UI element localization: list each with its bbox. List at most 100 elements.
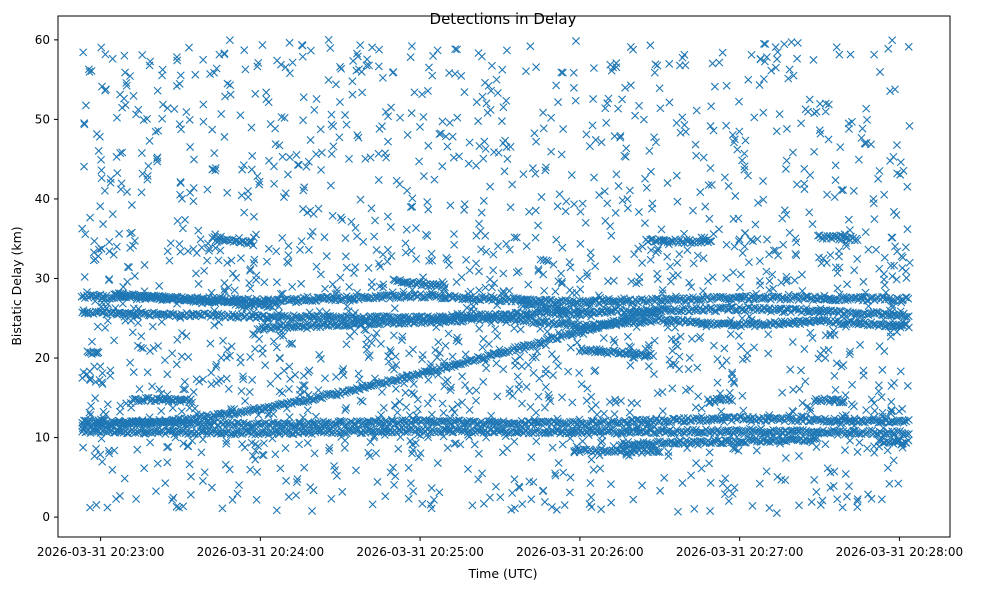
data-point: [888, 417, 897, 426]
data-point: [904, 294, 913, 303]
data-point: [468, 428, 477, 437]
data-point: [770, 414, 779, 423]
data-point: [154, 310, 163, 319]
data-point: [484, 417, 493, 426]
data-point: [156, 427, 165, 436]
data-point: [667, 429, 676, 438]
data-points-layer: [77, 35, 914, 518]
data-point: [258, 311, 267, 320]
data-point: [724, 426, 733, 435]
data-point: [697, 306, 706, 315]
data-point: [359, 293, 368, 302]
data-point: [452, 416, 461, 425]
data-point: [224, 418, 233, 427]
data-point: [690, 306, 699, 315]
data-point: [269, 312, 278, 321]
data-point: [427, 417, 436, 426]
data-point: [618, 298, 627, 307]
data-point: [161, 417, 170, 426]
data-point: [323, 312, 332, 321]
data-point: [494, 296, 503, 305]
data-point: [419, 293, 428, 302]
chart-title: Detections in Delay: [430, 10, 577, 28]
data-point: [606, 307, 615, 316]
data-point: [557, 333, 566, 342]
data-point: [462, 357, 471, 366]
data-point: [191, 429, 200, 438]
data-point: [422, 367, 431, 376]
data-point: [899, 418, 908, 427]
data-point: [547, 333, 556, 342]
data-point: [267, 312, 276, 321]
data-point: [735, 412, 744, 421]
data-point: [289, 397, 298, 406]
data-point: [284, 419, 293, 428]
data-point: [366, 381, 375, 390]
data-point: [99, 416, 108, 425]
data-point: [351, 426, 360, 435]
data-point: [346, 417, 355, 426]
data-point: [545, 295, 554, 304]
data-point: [642, 298, 651, 307]
data-point: [479, 420, 488, 429]
data-point: [724, 295, 733, 304]
data-point: [314, 293, 323, 302]
data-point: [649, 429, 658, 438]
data-point: [266, 312, 275, 321]
data-point: [434, 291, 443, 300]
data-point: [738, 305, 747, 314]
data-point: [624, 296, 633, 305]
data-point: [429, 418, 438, 427]
data-point: [904, 415, 913, 424]
data-point: [198, 427, 207, 436]
data-point: [459, 425, 468, 434]
data-point: [695, 417, 704, 426]
data-point: [759, 294, 768, 303]
data-point: [233, 418, 242, 427]
data-point: [843, 295, 852, 304]
data-point: [159, 419, 168, 428]
data-point: [304, 429, 313, 438]
data-point: [314, 426, 323, 435]
data-point: [537, 297, 546, 306]
data-point: [412, 370, 421, 379]
data-point: [686, 416, 695, 425]
data-point: [745, 303, 754, 312]
data-point: [417, 293, 426, 302]
data-point: [789, 292, 798, 301]
data-point: [660, 296, 669, 305]
data-point: [740, 414, 749, 423]
data-point: [295, 314, 304, 323]
data-point: [724, 304, 732, 313]
data-point: [308, 395, 317, 404]
data-point: [904, 430, 913, 439]
data-point: [880, 415, 889, 424]
data-point: [792, 304, 801, 313]
data-point: [340, 389, 349, 397]
data-point: [657, 297, 666, 305]
data-point: [369, 417, 378, 426]
data-point: [189, 418, 198, 427]
data-point: [511, 428, 520, 437]
data-point: [413, 292, 422, 301]
data-point: [200, 309, 209, 318]
data-point: [347, 385, 356, 394]
data-point: [722, 413, 730, 422]
data-point: [854, 429, 863, 438]
data-point: [697, 428, 706, 437]
data-point: [568, 417, 577, 426]
data-point: [564, 429, 573, 438]
data-point: [233, 312, 242, 321]
data-point: [542, 418, 551, 427]
data-point: [242, 426, 251, 435]
data-point: [131, 428, 140, 437]
data-point: [469, 417, 478, 426]
data-point: [242, 420, 251, 429]
data-point: [427, 290, 436, 299]
data-point: [844, 429, 853, 438]
data-point: [490, 418, 499, 427]
data-point: [473, 353, 482, 361]
data-point: [879, 292, 888, 301]
